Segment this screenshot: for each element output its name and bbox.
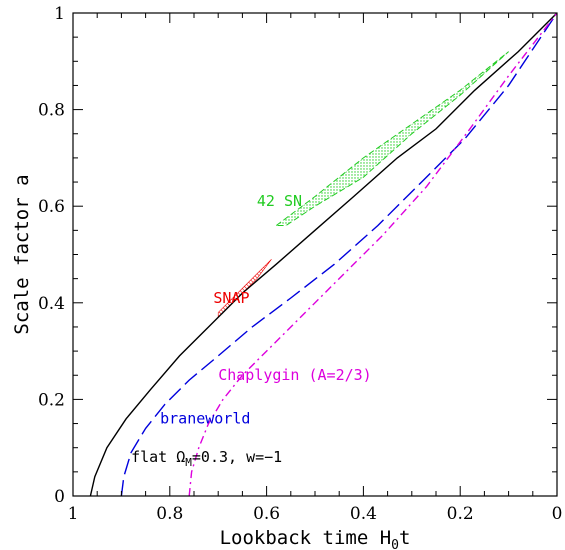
series-line-2 (120, 12, 558, 497)
annotation-tail: =0.3, w=−1 (192, 448, 282, 466)
y-tick-label: 0 (54, 487, 65, 507)
y-tick-label: 0.6 (38, 197, 65, 217)
plot-frame (72, 12, 558, 497)
ticks-layer (72, 12, 558, 497)
annotation-1: 42 SN (257, 192, 302, 210)
x-tick-label: 1 (68, 504, 79, 524)
y-axis-title: Scale factor a (11, 174, 33, 334)
annotation-2: SNAP (213, 289, 249, 307)
x-axis-title-tail: t (399, 527, 410, 549)
y-tick-label: 0.2 (38, 390, 65, 410)
annotation-main: flat Ω (131, 448, 185, 466)
annotation-sub: M (185, 456, 192, 469)
x-axis-title-sub: 0 (391, 538, 399, 550)
x-tick-label: 0.4 (350, 504, 377, 524)
x-tick-label: 0.8 (156, 504, 183, 524)
series-line-3 (188, 12, 558, 497)
annotation-3: Chaplygin (A=2/3) (218, 366, 372, 384)
x-tick-label: 0 (552, 504, 563, 524)
y-tick-label: 1 (54, 4, 65, 24)
series-layer (89, 12, 558, 497)
x-tick-label: 0.6 (253, 504, 280, 524)
y-tick-label: 0.8 (38, 101, 65, 121)
x-tick-label: 0.2 (447, 504, 474, 524)
x-axis-title-main: Lookback time H (220, 527, 392, 549)
band-42-sn (274, 51, 509, 227)
annotation-5: flat ΩM=0.3, w=−1 (131, 448, 282, 469)
x-axis-title: Lookback time H0t (220, 527, 411, 550)
labels-layer: 1 0.8 0.6 0.4 0.2 0 0 0.2 0.4 0.6 0.8 1 (38, 4, 562, 524)
annotation-4: braneworld (160, 410, 250, 428)
series-line-1 (89, 12, 558, 497)
annotations-layer: 42 SN SNAP Chaplygin (A=2/3) braneworld flat… (131, 192, 372, 469)
y-tick-label: 0.4 (38, 294, 65, 314)
